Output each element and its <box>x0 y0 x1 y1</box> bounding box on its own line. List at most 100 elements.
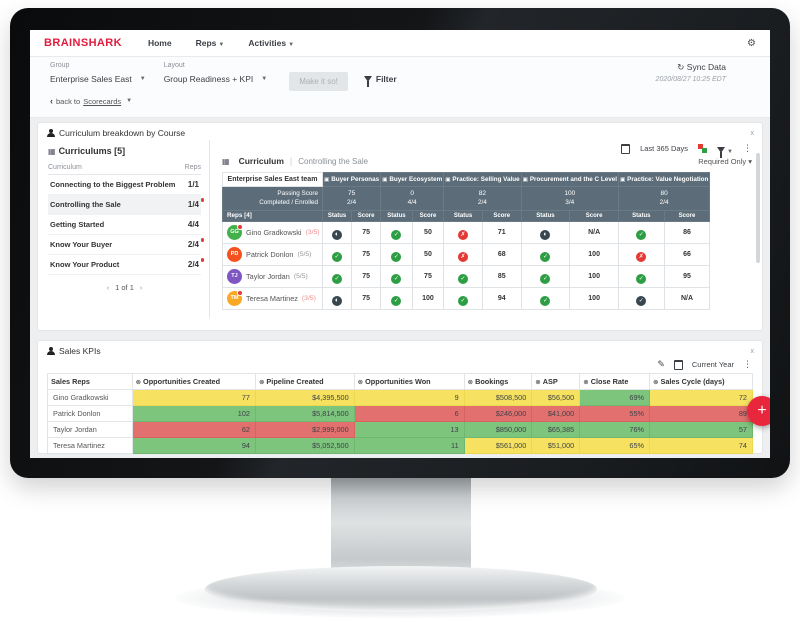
col-opportunities-won[interactable]: ⊗ Opportunities Won <box>353 373 465 390</box>
status-icon <box>636 274 647 285</box>
course-summary-cell: 0 4/4 <box>380 186 445 211</box>
col-asp[interactable]: ⊗ ASP <box>531 373 581 390</box>
course-icon: ▣ <box>382 177 388 183</box>
course-header[interactable]: ▣ Buyer Personas <box>321 172 382 187</box>
score-cell: 75 <box>351 264 382 288</box>
filter-button[interactable]: Filter <box>363 74 397 87</box>
group-select[interactable]: Enterprise Sales East ▼ <box>50 71 146 87</box>
rep-cell[interactable]: GG Gino Gradkowski (3/5) <box>222 220 323 244</box>
filter-dropdown[interactable]: ▼ <box>717 140 733 158</box>
status-cell <box>617 242 665 266</box>
col-curriculum: Curriculum <box>48 164 82 171</box>
make-it-so-button[interactable]: Make it so! <box>289 72 348 91</box>
course-header[interactable]: ▣ Buyer Ecosystem <box>380 172 445 187</box>
kpi-cell: $561,000 <box>463 437 533 454</box>
status-cell <box>380 220 413 244</box>
chevron-down-icon: ▼ <box>218 42 225 48</box>
curriculums-list-header: Curriculum Reps <box>48 164 201 175</box>
score-cell: N/A <box>569 220 619 244</box>
score-cell: 100 <box>569 286 619 310</box>
col-label: Pipeline Created <box>266 377 324 386</box>
back-to-scorecards-link[interactable]: Scorecards <box>83 96 122 106</box>
kebab-menu-icon[interactable]: ⋮ <box>743 143 752 153</box>
date-range-selector[interactable]: Last 365 Days <box>640 144 689 153</box>
close-icon[interactable]: x <box>750 347 755 355</box>
status-cell <box>520 220 571 244</box>
filter-label: Filter <box>375 74 397 84</box>
nav-item-home[interactable]: Home <box>147 38 172 48</box>
kpi-cell: $4,395,500 <box>254 389 355 406</box>
add-button[interactable]: + <box>747 396 770 426</box>
course-header[interactable]: ▣ Procurement and the C Level <box>520 172 619 187</box>
nav-item-reps[interactable]: Reps ▼ <box>196 38 225 48</box>
page-prev-button[interactable]: ‹ <box>106 283 110 292</box>
status-icon <box>636 230 647 241</box>
score-col-header: Score <box>351 209 382 222</box>
rep-name-cell: Gino Gradkowski <box>47 389 133 406</box>
page-indicator: 1 of 1 <box>115 283 134 292</box>
kpi-cell: 13 <box>353 421 465 438</box>
completed-enrolled-label: Completed / Enrolled <box>259 199 318 207</box>
nav-item-activities[interactable]: Activities ▼ <box>248 38 294 48</box>
status-icon <box>332 274 343 285</box>
status-cell <box>443 242 483 266</box>
brainshark-logo[interactable]: BRAINSHARK <box>44 37 122 49</box>
chevron-down-icon: ▼ <box>139 76 146 82</box>
kpi-table: Sales Reps ⊗ Opportunities Created ⊗ Pipel… <box>47 373 753 454</box>
list-item[interactable]: Controlling the Sale 1/4 <box>48 195 205 215</box>
status-icon <box>540 252 551 263</box>
avatar: GG <box>227 223 243 240</box>
course-name: Buyer Personas <box>331 176 380 183</box>
panel-scrollbar[interactable] <box>756 153 760 263</box>
list-item[interactable]: Getting Started 4/4 <box>48 215 201 235</box>
close-icon[interactable]: x <box>750 129 755 137</box>
edit-icon[interactable]: ✎ <box>657 359 665 369</box>
list-item[interactable]: Know Your Product 2/4 <box>48 255 205 275</box>
col-sales-cycle[interactable]: ⊗ Sales Cycle (days) <box>649 373 753 390</box>
kpi-cell: 55% <box>579 405 651 422</box>
course-header[interactable]: ▣ Practice: Value Negotiation <box>617 172 711 187</box>
col-close-rate[interactable]: ⊗ Close Rate <box>579 373 651 390</box>
col-sales-reps[interactable]: Sales Reps <box>47 373 133 390</box>
list-item[interactable]: Know Your Buyer 2/4 <box>48 235 205 255</box>
passing-score-value: 75 <box>347 189 356 197</box>
back-prefix: back to <box>56 96 81 106</box>
required-only-dropdown[interactable]: Required Only ▾ <box>698 157 752 166</box>
completed-enrolled-value: 2/4 <box>347 199 357 207</box>
grid-icon: ▦ <box>48 147 56 156</box>
rep-cell[interactable]: PD Patrick Donlon (5/5) <box>222 242 323 266</box>
col-opportunities-created[interactable]: ⊗ Opportunities Created <box>131 373 256 390</box>
col-bookings[interactable]: ⊗ Bookings <box>463 373 533 390</box>
status-icon <box>636 252 647 263</box>
kpi-cell: $5,814,500 <box>254 405 355 422</box>
curriculum-name: Connecting to the Biggest Problem <box>50 180 176 189</box>
status-icon <box>458 230 469 241</box>
layout-label: Layout <box>163 62 185 69</box>
top-nav: BRAINSHARK Home Reps ▼ Activities ▼ ⚙ <box>30 30 770 57</box>
page-next-button[interactable]: › <box>139 283 143 292</box>
gear-icon[interactable]: ⚙ <box>747 37 756 49</box>
group-field: Group Enterprise Sales East ▼ <box>50 62 146 87</box>
rep-cell[interactable]: TM Teresa Martinez (3/5) <box>222 286 323 310</box>
col-label: Bookings <box>475 377 509 386</box>
rep-cell[interactable]: TJ Taylor Jordan (5/5) <box>222 264 323 288</box>
calendar-icon <box>621 143 631 154</box>
person-icon <box>46 346 55 356</box>
breadcrumb: ‹ back to Scorecards ▼ <box>50 96 132 106</box>
sync-box: ↻ Sync Data 2020/08/27 10:25 EDT <box>656 62 726 83</box>
avatar: TJ <box>227 268 242 284</box>
col-pipeline-created[interactable]: ⊗ Pipeline Created <box>254 373 355 390</box>
reps-count-cell: Reps [4] <box>222 209 323 222</box>
status-cell <box>443 220 483 244</box>
sync-label: Sync Data <box>686 62 726 72</box>
list-item[interactable]: Connecting to the Biggest Problem 1/1 <box>48 175 201 195</box>
status-cell <box>443 264 483 288</box>
legend-squares-icon[interactable] <box>698 144 708 153</box>
layout-select[interactable]: Group Readiness + KPI ▼ <box>164 71 268 87</box>
sync-data-button[interactable]: ↻ Sync Data <box>656 62 726 73</box>
course-header[interactable]: ▣ Practice: Selling Value <box>443 172 522 187</box>
status-cell <box>321 220 353 244</box>
curriculum-reps: 2/4 <box>187 238 205 249</box>
period-selector[interactable]: Current Year <box>691 360 734 369</box>
kebab-menu-icon[interactable]: ⋮ <box>743 359 752 369</box>
